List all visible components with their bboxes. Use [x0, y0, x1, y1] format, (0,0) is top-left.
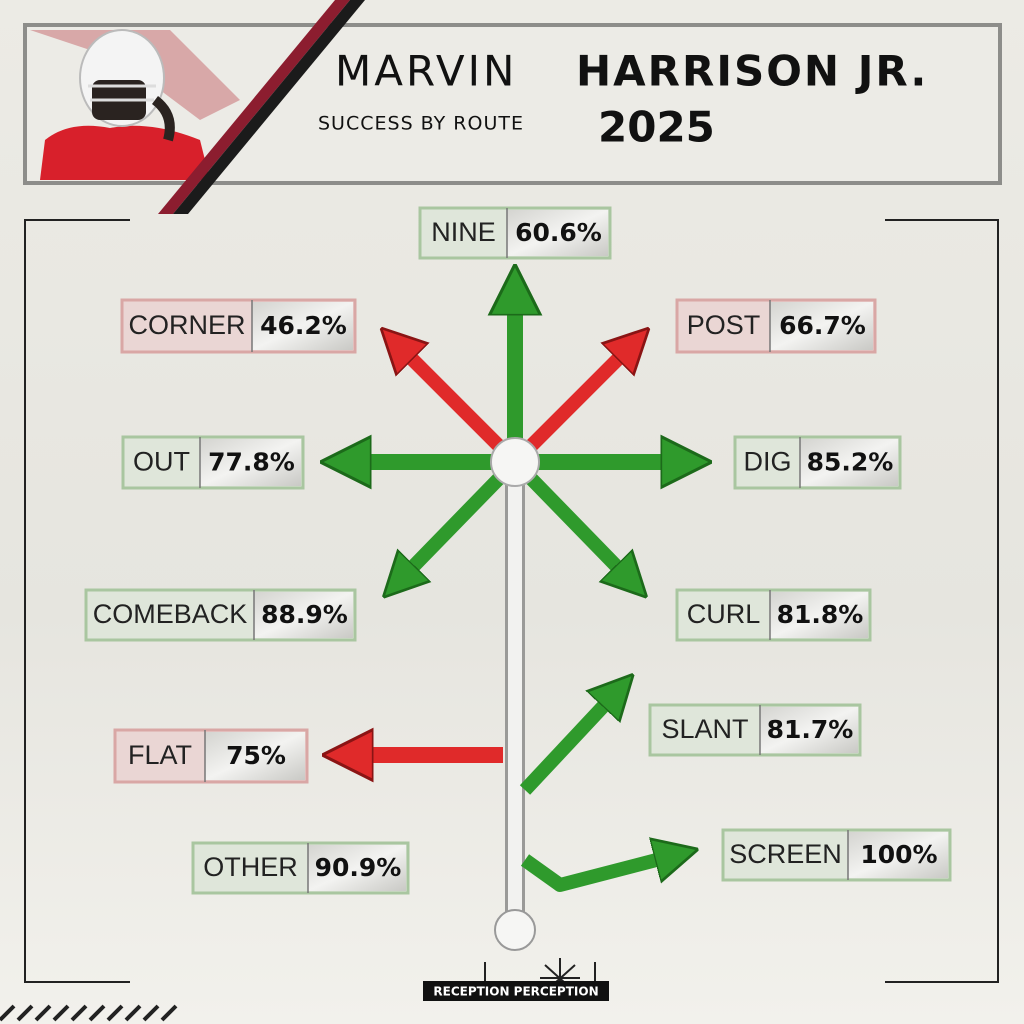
value-bg [507, 210, 608, 256]
route-value: 60.6% [515, 218, 602, 247]
stripe [173, 0, 365, 214]
route-value: 85.2% [807, 448, 894, 477]
route-box: NINE 60.6% [418, 206, 612, 260]
player-photo [40, 29, 210, 180]
value-bg [770, 592, 868, 638]
subtitle: SUCCESS BY ROUTE [318, 113, 524, 135]
route-value: 66.7% [779, 311, 866, 340]
title-first: MARVIN [335, 47, 517, 96]
route-name: FLAT [128, 740, 192, 770]
hatch [0, 1004, 178, 1022]
route-name: COMEBACK [93, 599, 248, 629]
title-last: HARRISON JR. [576, 47, 928, 96]
route-box: SLANT 81.7% [648, 703, 862, 757]
route-box: POST 66.7% [675, 298, 877, 354]
year: 2025 [598, 103, 715, 152]
route-value: 90.9% [315, 853, 402, 882]
route-name: OUT [133, 447, 190, 477]
route-name: DIG [743, 447, 791, 477]
route-box: CORNER 46.2% [120, 298, 357, 354]
value-bg [800, 439, 898, 486]
value-bg [200, 439, 301, 486]
bracket [885, 219, 999, 983]
bracket [24, 219, 130, 983]
route-name: SLANT [661, 714, 748, 744]
route-value: 81.7% [767, 715, 854, 744]
value-bg [254, 592, 353, 638]
value-bg [760, 707, 858, 753]
route-box: OTHER 90.9% [191, 841, 410, 895]
route-name: OTHER [203, 852, 298, 882]
value-bg [205, 732, 305, 780]
route-value: 81.8% [777, 600, 864, 629]
route-value: 75% [226, 741, 286, 770]
route-name: CORNER [128, 310, 245, 340]
stripe [158, 0, 350, 214]
route-box: CURL 81.8% [675, 588, 872, 642]
route-value: 100% [860, 840, 937, 869]
route-name: SCREEN [729, 839, 842, 869]
team-logo [30, 30, 240, 120]
logo-text: RECEPTION PERCEPTION [433, 985, 598, 999]
value-bg [308, 845, 406, 891]
route-name: NINE [431, 217, 496, 247]
route-box: SCREEN 100% [721, 828, 952, 882]
value-bg [252, 302, 353, 350]
value-bg [848, 832, 948, 878]
route-box: DIG 85.2% [733, 435, 902, 490]
route-name: POST [687, 310, 761, 340]
route-box: FLAT 75% [113, 728, 309, 784]
route-value: 77.8% [208, 448, 295, 477]
route-tree [356, 300, 676, 951]
route-value: 88.9% [261, 600, 348, 629]
footer-logo: RECEPTION PERCEPTION [423, 958, 609, 1001]
route-name: CURL [687, 599, 761, 629]
value-bg [770, 302, 873, 350]
route-box: OUT 77.8% [121, 435, 305, 490]
route-value: 46.2% [260, 311, 347, 340]
route-box: COMEBACK 88.9% [84, 588, 357, 642]
